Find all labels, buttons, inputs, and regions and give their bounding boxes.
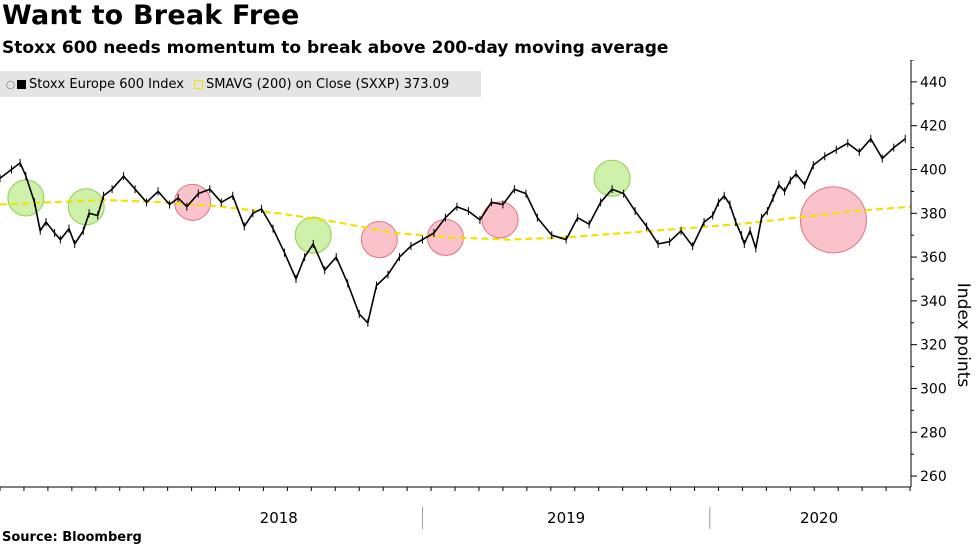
y-tick-label: 360 (920, 250, 947, 266)
y-tick-label: 260 (920, 469, 947, 485)
y-axis-label: Index points (953, 283, 973, 388)
highlight-circle-green (294, 216, 332, 254)
y-tick-label: 440 (920, 75, 947, 91)
legend-swatch-price (16, 79, 26, 89)
year-label: 2020 (800, 509, 838, 527)
highlight-circles (7, 159, 867, 259)
highlight-circle-green (7, 179, 45, 217)
y-tick-label: 380 (920, 206, 947, 222)
highlight-circle-green (67, 188, 105, 226)
y-tick-label: 340 (920, 294, 947, 310)
axes: 260 280 300 320 340 360 380 400 420 440 2018 2019 20… (0, 60, 947, 529)
y-tick-label: 400 (920, 162, 947, 178)
chart-subtitle: Stoxx 600 needs momentum to break above … (2, 38, 669, 58)
highlight-circle-red (426, 218, 464, 256)
legend-label-sma: SMAVG (200) on Close (SXXP) 373.09 (205, 76, 450, 92)
highlight-circle-green (593, 159, 631, 197)
chart-title: Want to Break Free (2, 0, 300, 31)
source-note: Source: Bloomberg (2, 530, 142, 545)
highlight-circle-red (174, 183, 212, 221)
y-tick-label: 320 (920, 338, 947, 354)
legend-label-price: Stoxx Europe 600 Index (28, 76, 184, 92)
price-series (0, 134, 906, 327)
year-label: 2018 (260, 509, 298, 527)
y-tick-label: 300 (920, 381, 947, 397)
highlight-circle-red (481, 201, 519, 239)
legend-marker-icon: ◯ (6, 79, 15, 89)
legend: ◯ Stoxx Europe 600 Index SMAVG (200) on … (0, 71, 481, 97)
y-tick-label: 420 (920, 119, 947, 135)
highlight-circle-red (360, 221, 398, 259)
sma-line (0, 198, 912, 241)
chart-canvas: 260 280 300 320 340 360 380 400 420 440 2018 2019 20… (0, 60, 973, 529)
sma-series (0, 198, 912, 241)
y-tick-label: 280 (920, 425, 947, 441)
year-label: 2019 (547, 509, 585, 527)
legend-swatch-sma (193, 79, 203, 89)
highlight-circle-red (799, 186, 867, 254)
